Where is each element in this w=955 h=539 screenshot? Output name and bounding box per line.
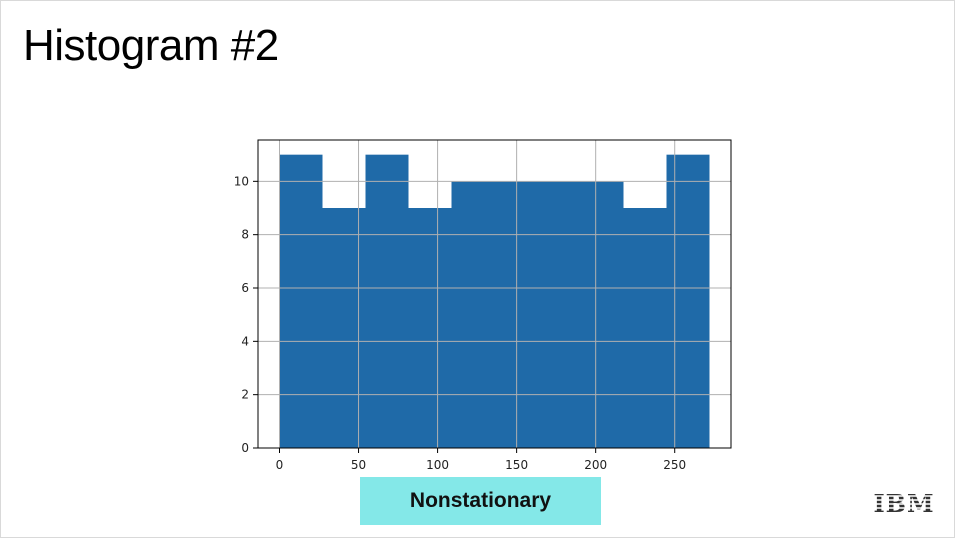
histogram-bar [451, 181, 495, 449]
y-tick-label: 10 [234, 174, 249, 188]
x-tick-label: 250 [663, 458, 686, 472]
histogram-bar [322, 208, 366, 448]
histogram-bar [494, 181, 538, 449]
histogram-bar [408, 208, 452, 448]
grid-lines [258, 140, 731, 449]
x-tick-label: 200 [584, 458, 607, 472]
plot-frame [257, 139, 732, 449]
histogram-bar [279, 154, 323, 448]
histogram-bar [623, 208, 667, 448]
ibm-logo-icon: IBM [873, 489, 935, 517]
x-tick-label: 0 [276, 458, 284, 472]
histogram-bar [666, 154, 710, 448]
y-tick-label: 2 [241, 388, 249, 402]
histogram-bar [365, 154, 409, 448]
x-tick-label: 150 [505, 458, 528, 472]
x-tick-label: 100 [426, 458, 449, 472]
x-axis-ticks: 0 50 100 150 200 250 [276, 448, 686, 472]
y-tick-label: 6 [241, 281, 249, 295]
x-tick-label: 50 [351, 458, 366, 472]
y-tick-label: 8 [241, 228, 249, 242]
y-axis-ticks: 0 2 4 6 8 10 [234, 174, 258, 455]
nonstationary-label: Nonstationary [360, 477, 601, 525]
svg-text:IBM: IBM [873, 489, 934, 517]
histogram-bar [537, 181, 581, 449]
slide-title: Histogram #2 [23, 21, 279, 70]
y-tick-label: 0 [241, 441, 249, 455]
y-tick-label: 4 [241, 334, 249, 348]
histogram-bar [580, 181, 624, 449]
histogram-bars [279, 154, 710, 449]
